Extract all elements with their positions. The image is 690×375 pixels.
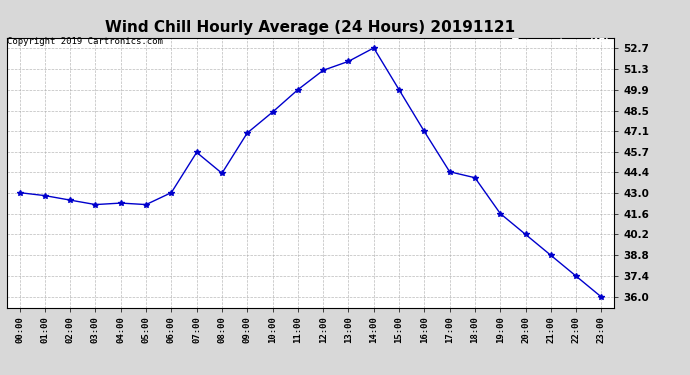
Text: Temperature  (°F): Temperature (°F) xyxy=(512,38,609,48)
Text: Copyright 2019 Cartronics.com: Copyright 2019 Cartronics.com xyxy=(7,38,163,46)
Title: Wind Chill Hourly Average (24 Hours) 20191121: Wind Chill Hourly Average (24 Hours) 201… xyxy=(106,20,515,35)
